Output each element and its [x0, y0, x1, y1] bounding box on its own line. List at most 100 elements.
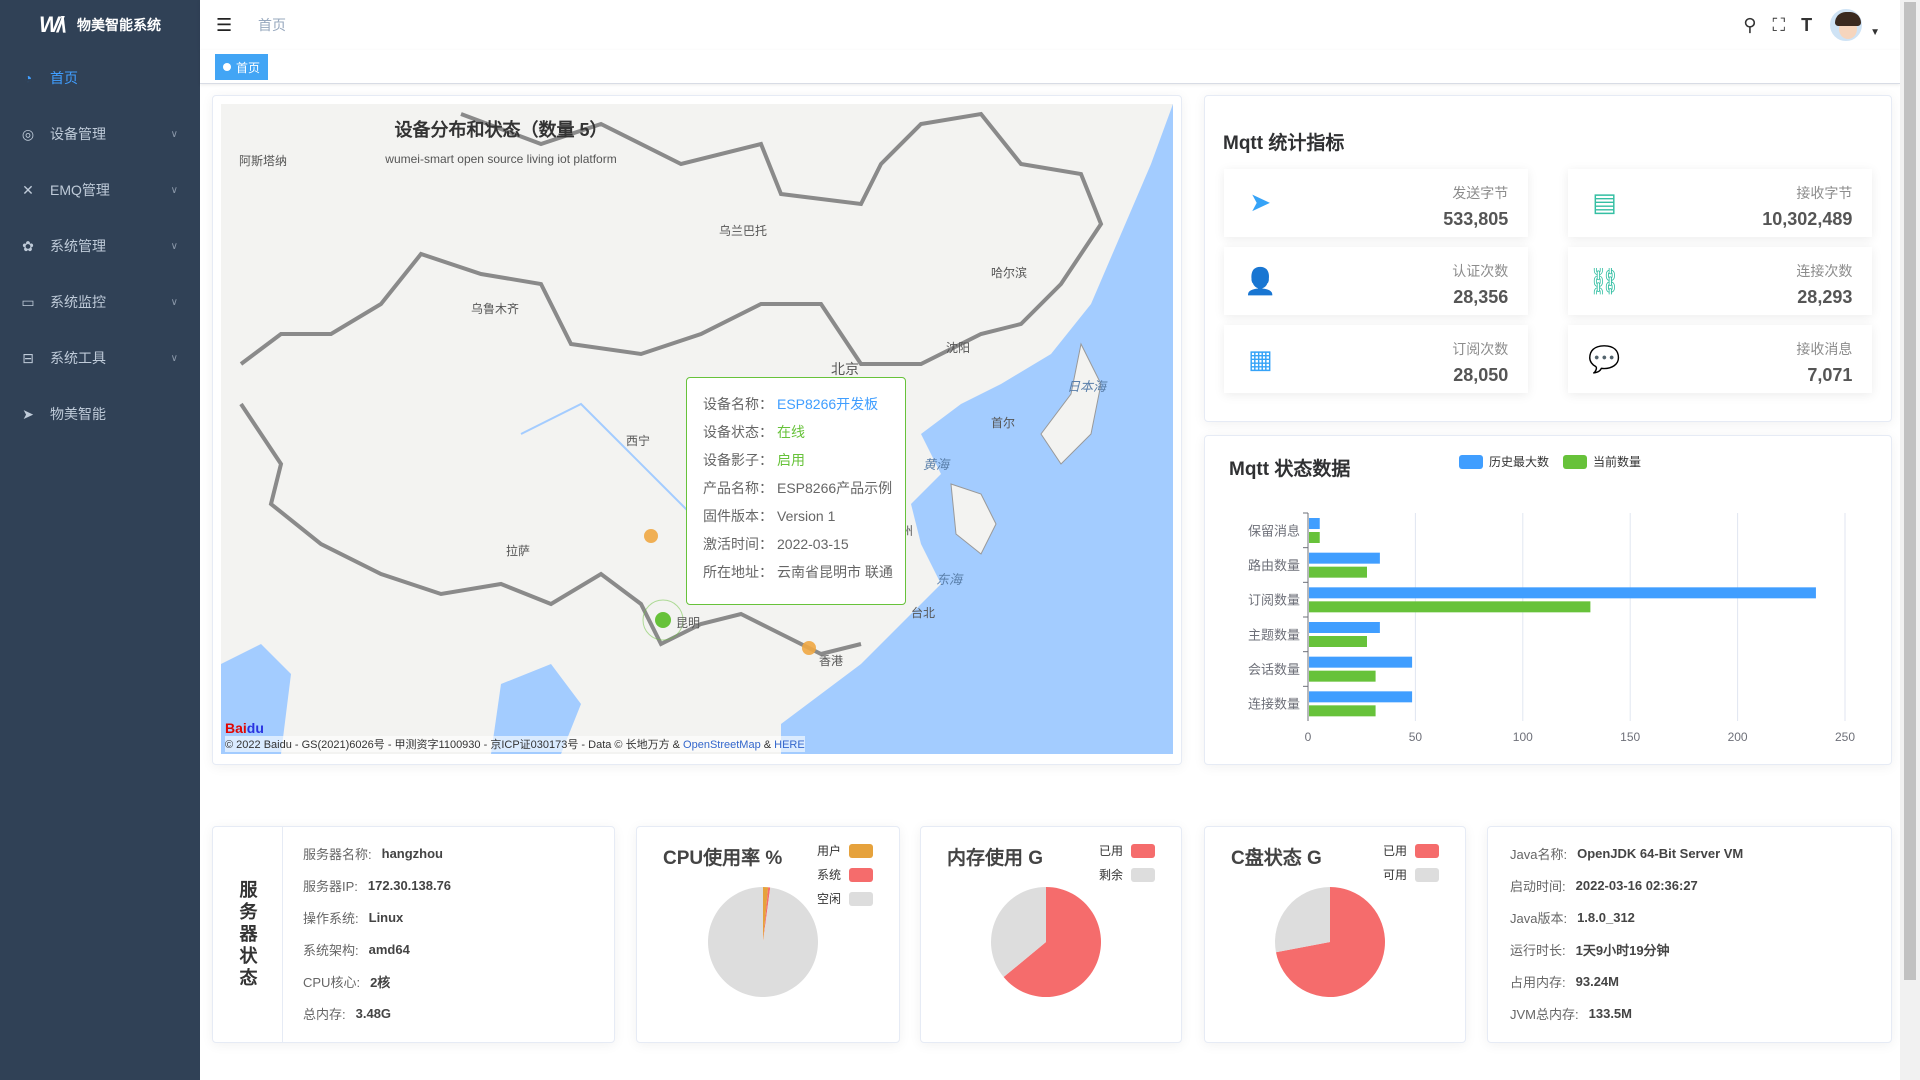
- stat-card[interactable]: 👤 认证次数 28,356: [1224, 247, 1529, 316]
- hamburger-menu-icon[interactable]: ☰: [216, 14, 233, 35]
- sidebar-item-emq[interactable]: ✕ EMQ管理 ∨: [0, 162, 200, 218]
- bar-current[interactable]: [1309, 532, 1320, 543]
- here-link[interactable]: HERE: [774, 739, 805, 751]
- sidebar-item-tools[interactable]: ⊟ 系统工具 ∨: [0, 330, 200, 386]
- map-label: 黄海: [923, 457, 950, 472]
- korea-land: [950, 483, 997, 555]
- pie-legend-item[interactable]: 可用: [1383, 866, 1439, 883]
- bar-current[interactable]: [1309, 601, 1591, 613]
- map-subtitle: wumei-smart open source living iot platf…: [385, 152, 617, 166]
- tooltip-key: 固件版本：: [703, 508, 773, 524]
- caret-down-icon[interactable]: ▼: [1870, 26, 1880, 38]
- bar-current[interactable]: [1309, 566, 1367, 578]
- stat-card[interactable]: ➤ 发送字节 533,805: [1224, 168, 1529, 237]
- tooltip-value: 云南省昆明市 联通: [777, 564, 893, 580]
- stat-card[interactable]: ▤ 接收字节 10,302,489: [1568, 168, 1873, 237]
- sidebar-item-devices[interactable]: ◎ 设备管理 ∨: [0, 106, 200, 162]
- x-tick-label: 0: [1305, 730, 1312, 744]
- sidebar-item-wumei[interactable]: ➤ 物美智能: [0, 386, 200, 442]
- bar-max[interactable]: [1309, 691, 1413, 703]
- pie-slice[interactable]: [763, 887, 769, 942]
- scrollbar-thumb[interactable]: [1904, 2, 1916, 980]
- pie-slice[interactable]: [763, 887, 771, 942]
- stat-label: 订阅次数: [1452, 341, 1509, 358]
- device-marker-ripple: [642, 599, 684, 641]
- sidebar-item-home[interactable]: ◔ 首页: [0, 50, 200, 106]
- stat-label: 接收消息: [1796, 341, 1853, 358]
- pie-legend-item[interactable]: 用户: [817, 842, 873, 859]
- page-scrollbar[interactable]: [1900, 0, 1920, 1080]
- avatar[interactable]: [1828, 7, 1865, 43]
- legend-label[interactable]: 历史最大数: [1489, 455, 1550, 469]
- logo[interactable]: W/\ 物美智能系统: [0, 0, 200, 50]
- bar-max[interactable]: [1309, 552, 1380, 564]
- bar-max[interactable]: [1309, 622, 1380, 633]
- info-row: 启动时间: 2022-03-16 02:36:27: [1510, 869, 1743, 901]
- device-map[interactable]: 设备分布和状态（数量 5） wumei-smart open source li…: [221, 104, 1173, 754]
- y-tick-label: 连接数量: [1248, 697, 1300, 712]
- pie-legend-item[interactable]: 剩余: [1099, 866, 1155, 883]
- pie-slice[interactable]: [1003, 887, 1101, 997]
- font-size-icon[interactable]: T: [1801, 14, 1813, 35]
- pie-slice[interactable]: [708, 887, 818, 997]
- bar-current[interactable]: [1309, 705, 1376, 717]
- stat-card[interactable]: ▦ 订阅次数 28,050: [1224, 325, 1529, 394]
- tooltip-value: 在线: [777, 424, 805, 440]
- sidebar-item-monitor[interactable]: ▭ 系统监控 ∨: [0, 274, 200, 330]
- bar-max[interactable]: [1309, 518, 1320, 529]
- bar-max[interactable]: [1309, 587, 1816, 599]
- info-key: 服务器IP:: [303, 878, 358, 894]
- tags-view: 首页: [200, 50, 1900, 84]
- tooltip-row: 所在地址： 云南省昆明市 联通: [703, 558, 905, 586]
- sidebar-item-label: 设备管理: [50, 126, 106, 142]
- bar-max[interactable]: [1309, 656, 1413, 668]
- pie-slice[interactable]: [1275, 887, 1330, 953]
- legend-swatch-max[interactable]: [1459, 454, 1483, 469]
- info-key: Java名称:: [1510, 846, 1568, 862]
- disk-card: C盘状态 G 已用 可用: [1204, 826, 1466, 1043]
- legend-label[interactable]: 当前数量: [1593, 455, 1642, 469]
- tag-home[interactable]: 首页: [215, 54, 269, 80]
- pie-legend-item[interactable]: 空闲: [817, 890, 873, 907]
- tooltip-key: 产品名称：: [703, 480, 773, 496]
- sidebar-item-label: 系统管理: [50, 238, 106, 254]
- bar-current[interactable]: [1309, 636, 1367, 647]
- tooltip-value: 启用: [777, 452, 805, 468]
- pie-slice[interactable]: [1275, 887, 1385, 997]
- bar-current[interactable]: [1309, 670, 1376, 682]
- dashboard-icon: ◔: [23, 70, 33, 86]
- server-status-card: 服务器状态 服务器名称: hangzhou 服务器IP: 172.30.138.76 操…: [212, 826, 615, 1043]
- device-marker-online[interactable]: [655, 612, 671, 628]
- tooltip-row: 产品名称： ESP8266产品示例: [703, 474, 905, 502]
- pie-legend-item[interactable]: 已用: [1383, 842, 1439, 859]
- monitor-icon: ▭: [21, 293, 35, 310]
- mqtt-stats-card: Mqtt 统计指标 ➤ 发送字节 533,805 ▤ 接收字节 10,302,489 👤 认证…: [1204, 95, 1892, 422]
- info-key: 服务器名称:: [303, 846, 372, 862]
- legend-swatch-current[interactable]: [1563, 454, 1588, 469]
- osm-link[interactable]: OpenStreetMap: [683, 739, 761, 751]
- gear-icon: ✿: [22, 237, 34, 254]
- tooltip-row: 设备状态： 在线: [703, 418, 905, 446]
- device-marker[interactable]: [802, 641, 816, 655]
- pie-slice[interactable]: [991, 887, 1046, 978]
- info-value: 172.30.138.76: [367, 877, 452, 893]
- info-row: Java名称: OpenJDK 64-Bit Server VM: [1510, 837, 1743, 869]
- search-icon[interactable]: ⚲: [1743, 14, 1757, 35]
- fullscreen-icon[interactable]: ⛶: [1772, 14, 1786, 35]
- sidebar-item-system[interactable]: ✿ 系统管理 ∨: [0, 218, 200, 274]
- y-tick-label: 订阅数量: [1248, 593, 1300, 608]
- pie-chart: [1275, 887, 1385, 997]
- tooltip-row: 设备名称： ESP8266开发板: [703, 390, 905, 418]
- stat-value: 533,805: [1443, 208, 1509, 229]
- stat-value: 28,050: [1453, 365, 1509, 386]
- stat-card[interactable]: ⛓ 连接次数 28,293: [1568, 247, 1873, 316]
- breadcrumb[interactable]: 首页: [258, 17, 286, 33]
- pie-legend-item[interactable]: 已用: [1099, 842, 1155, 859]
- pie-legend-item[interactable]: 系统: [817, 866, 873, 883]
- pie-title: 内存使用 G: [947, 848, 1044, 869]
- stat-card[interactable]: 💬 接收消息 7,071: [1568, 325, 1873, 394]
- sidebar-item-label: 物美智能: [50, 406, 106, 422]
- sidebar-item-label: 首页: [50, 70, 78, 86]
- legend-label: 系统: [816, 868, 841, 882]
- device-marker[interactable]: [644, 529, 658, 543]
